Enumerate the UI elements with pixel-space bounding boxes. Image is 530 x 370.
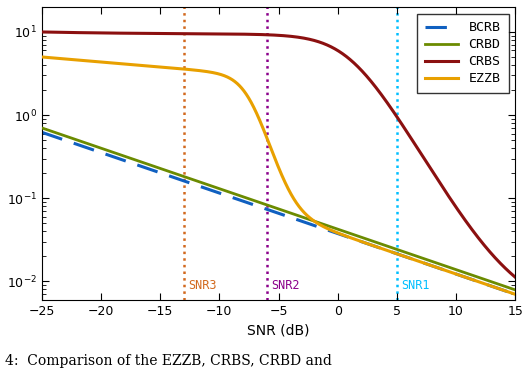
BCRB: [220, 192, 226, 196]
BCRB: [512, 292, 518, 296]
EZZB: [220, 73, 226, 78]
CRBS: [241, 32, 247, 36]
Line: BCRB: BCRB: [42, 132, 515, 294]
Text: SNR3: SNR3: [189, 279, 217, 292]
CRBD: [220, 188, 226, 192]
CRBS: [93, 31, 99, 35]
Text: 4:  Comparison of the EZZB, CRBS, CRBD and: 4: Comparison of the EZZB, CRBS, CRBD an…: [5, 354, 332, 368]
CRBD: [241, 195, 247, 199]
EZZB: [452, 271, 458, 276]
CRBD: [93, 144, 99, 149]
Line: CRBS: CRBS: [42, 32, 515, 277]
BCRB: [39, 130, 45, 135]
BCRB: [121, 158, 127, 163]
EZZB: [121, 62, 127, 66]
CRBD: [121, 154, 127, 158]
CRBD: [502, 285, 509, 289]
X-axis label: SNR (dB): SNR (dB): [248, 323, 310, 337]
CRBS: [220, 32, 226, 36]
Text: SNR1: SNR1: [402, 279, 430, 292]
CRBS: [121, 31, 127, 36]
CRBS: [452, 203, 458, 208]
CRBD: [39, 126, 45, 130]
Line: CRBD: CRBD: [42, 128, 515, 290]
CRBD: [452, 267, 458, 272]
Legend: BCRB, CRBD, CRBS, EZZB: BCRB, CRBD, CRBS, EZZB: [417, 14, 508, 93]
BCRB: [93, 149, 99, 153]
EZZB: [241, 89, 247, 93]
CRBS: [512, 275, 518, 279]
EZZB: [502, 289, 509, 293]
Line: EZZB: EZZB: [42, 57, 515, 294]
EZZB: [512, 292, 518, 296]
EZZB: [39, 55, 45, 59]
BCRB: [241, 199, 247, 204]
BCRB: [502, 289, 509, 293]
Text: SNR2: SNR2: [271, 279, 300, 292]
BCRB: [452, 271, 458, 276]
CRBS: [502, 266, 509, 271]
EZZB: [93, 59, 99, 64]
CRBS: [39, 30, 45, 34]
CRBD: [512, 287, 518, 292]
